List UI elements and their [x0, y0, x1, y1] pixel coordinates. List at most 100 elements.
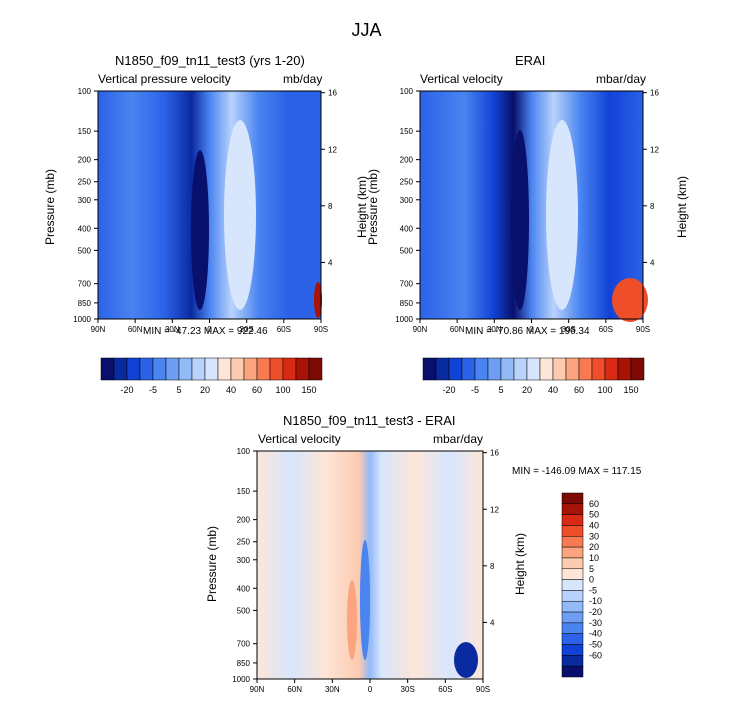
- diff-colorbar-cell: [561, 579, 584, 591]
- model-ptick-label: 850: [78, 299, 92, 308]
- diff-panel-title: N1850_f09_tn11_test3 - ERAI: [283, 413, 456, 428]
- model-colorbar-cell: [139, 357, 154, 381]
- diff-ptick-label: 200: [237, 516, 251, 525]
- model-lat-label: 30N: [165, 325, 180, 334]
- diff-feature: [454, 642, 478, 678]
- diff-colorbar-cell: [561, 655, 584, 667]
- diff-colorbar-label: 10: [589, 553, 599, 563]
- model-colorbar-cell: [217, 357, 232, 381]
- obs-colorbar-label: 60: [574, 385, 584, 395]
- obs-lat-label: 60N: [450, 325, 465, 334]
- model-panel-title: N1850_f09_tn11_test3 (yrs 1-20): [115, 53, 305, 68]
- model-lat-label: 30S: [240, 325, 254, 334]
- diff-colorbar-cell: [561, 568, 584, 580]
- diff-colorbar-label: -10: [589, 596, 602, 606]
- model-ptick-label: 700: [78, 280, 92, 289]
- obs-feature: [511, 130, 529, 310]
- obs-colorbar-cell: [539, 357, 554, 381]
- obs-colorbar-cell: [487, 357, 502, 381]
- model-left-label: Vertical pressure velocity: [98, 72, 231, 86]
- diff-colorbar-label: 50: [589, 510, 599, 520]
- diff-ptick-label: 400: [237, 584, 251, 593]
- obs-ptick-label: 400: [400, 224, 414, 233]
- obs-colorbar-cell: [591, 357, 606, 381]
- model-feature: [314, 282, 322, 318]
- diff-htick-label: 8: [490, 562, 495, 571]
- obs-ptick-label: 200: [400, 156, 414, 165]
- diff-left-label: Vertical velocity: [258, 432, 341, 446]
- obs-colorbar-cell: [435, 357, 450, 381]
- diff-minmax: MIN = -146.09 MAX = 117.15: [512, 466, 642, 477]
- diff-colorbar-cell: [561, 644, 584, 656]
- diff-colorbar-label: -5: [589, 585, 597, 595]
- diff-colorbar-label: 40: [589, 520, 599, 530]
- diff-colorbar-label: -40: [589, 629, 602, 639]
- obs-colorbar-label: -20: [442, 385, 455, 395]
- model-right-label: mb/day: [283, 72, 323, 86]
- model-ptick-label: 500: [78, 246, 92, 255]
- model-colorbar-cell: [100, 357, 115, 381]
- diff-colorbar-cell: [561, 546, 584, 559]
- diff-lat-label: 60S: [438, 685, 452, 694]
- diff-colorbar-label: -50: [589, 640, 602, 650]
- diff-feature: [347, 580, 357, 660]
- obs-colorbar-cell: [448, 357, 463, 381]
- model-colorbar-cell: [165, 357, 180, 381]
- model-ptick-label: 150: [78, 127, 92, 136]
- obs-ptick-label: 150: [400, 127, 414, 136]
- diff-htick-label: 4: [490, 618, 495, 627]
- model-field: [98, 91, 321, 319]
- obs-colorbar-cell: [513, 357, 528, 381]
- model-colorbar-cell: [308, 357, 323, 381]
- diff-ptick-label: 100: [237, 447, 251, 456]
- obs-lat-label: 90S: [636, 325, 650, 334]
- model-colorbar-cell: [191, 357, 206, 381]
- diff-colorbar-cell: [561, 525, 584, 537]
- model-lat-label: 60S: [277, 325, 291, 334]
- obs-htick-label: 12: [650, 145, 659, 154]
- obs-ptick-label: 250: [400, 178, 414, 187]
- model-ptick-label: 100: [78, 87, 92, 96]
- model-colorbar-cell: [256, 357, 271, 381]
- obs-lat-label: 30S: [562, 325, 576, 334]
- diff-ptick-label: 300: [237, 556, 251, 565]
- model-colorbar-cell: [269, 357, 284, 381]
- diff-ptick-label: 850: [237, 659, 251, 668]
- diff-right-label: mbar/day: [433, 432, 484, 446]
- obs-colorbar-label: 100: [597, 385, 612, 395]
- obs-colorbar-label: 40: [548, 385, 558, 395]
- diff-colorbar-label: 0: [589, 575, 594, 585]
- obs-colorbar-cell: [565, 357, 580, 381]
- obs-colorbar-cell: [604, 357, 619, 381]
- diff-ptick-label: 1000: [232, 675, 250, 684]
- obs-ptick-label: 700: [400, 280, 414, 289]
- obs-colorbar-label: -5: [471, 385, 479, 395]
- model-colorbar-cell: [152, 357, 167, 381]
- diff-colorbar-cell: [561, 557, 584, 570]
- model-minmax: MIN = -47.23 MAX = 922.46: [143, 326, 268, 337]
- obs-minmax: MIN = -70.86 MAX = 196.34: [465, 326, 590, 337]
- diff-lat-label: 30S: [401, 685, 415, 694]
- diff-colorbar-label: 60: [589, 499, 599, 509]
- model-colorbar-cell: [243, 357, 258, 381]
- model-htick-label: 16: [328, 89, 337, 98]
- obs-colorbar-cell: [630, 357, 645, 381]
- obs-left-label: Vertical velocity: [420, 72, 503, 86]
- obs-feature: [612, 278, 648, 322]
- obs-ptick-label: 850: [400, 299, 414, 308]
- diff-lat-label: 90N: [250, 685, 265, 694]
- model-htick-label: 4: [328, 258, 333, 267]
- obs-lat-label: 30N: [487, 325, 502, 334]
- diff-colorbar-cell: [561, 536, 584, 548]
- model-colorbar-label: 20: [200, 385, 210, 395]
- obs-feature: [546, 120, 578, 310]
- obs-colorbar-cell: [526, 357, 541, 381]
- obs-colorbar-label: 5: [498, 385, 503, 395]
- obs-ptick-label: 500: [400, 246, 414, 255]
- model-htick-label: 8: [328, 202, 333, 211]
- obs-lat-label: 0: [529, 325, 534, 334]
- model-ptick-label: 400: [78, 224, 92, 233]
- obs-colorbar-label: 150: [623, 385, 638, 395]
- model-lat-label: 90N: [91, 325, 106, 334]
- model-lat-label: 0: [207, 325, 212, 334]
